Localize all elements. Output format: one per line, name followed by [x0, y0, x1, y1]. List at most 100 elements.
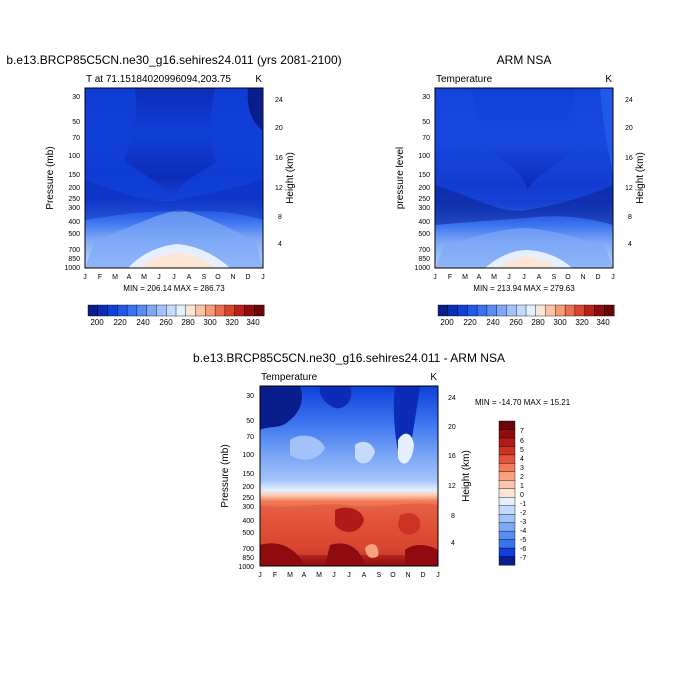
colorbar-box	[476, 304, 488, 317]
colorbar-box	[244, 304, 255, 317]
y-tick: 150	[418, 172, 430, 179]
panel-obs-stats: MIN = 213.94 MAX = 279.63	[473, 284, 575, 293]
colorbar-box	[498, 530, 516, 541]
y2-tick: 20	[625, 125, 633, 132]
x-tick: A	[302, 572, 307, 579]
colorbar-label: 260	[159, 318, 173, 327]
y-tick: 150	[68, 172, 80, 179]
y2-tick: 20	[448, 424, 456, 431]
colorbar-box	[498, 463, 516, 473]
colorbar-box	[87, 304, 99, 317]
y2-tick: 20	[275, 125, 283, 132]
colorbar-label: 2	[520, 474, 524, 481]
y-tick: 850	[68, 256, 80, 263]
colorbar-box	[498, 429, 516, 439]
x-tick: S	[202, 274, 207, 281]
y-tick: 1000	[238, 564, 254, 571]
colorbar-label: 340	[596, 318, 610, 327]
colorbar-label: 200	[90, 318, 104, 327]
colorbar-box	[574, 304, 586, 317]
panel-obs-frame	[434, 87, 614, 269]
panel-obs-left-label: Temperature	[436, 74, 493, 85]
panel-model-plot-area	[85, 88, 263, 268]
x-tick: A	[537, 274, 542, 281]
panel-model-left-label: T at 71.15184020996094,203.75	[86, 74, 231, 85]
y-tick: 250	[418, 196, 430, 203]
x-tick: S	[377, 572, 382, 579]
panel-diff-y-ticks: 30 50 70 100 150 200 250 300 400 500 700…	[238, 393, 254, 571]
y-tick: 1000	[414, 265, 430, 272]
colorbar-box	[498, 488, 516, 498]
x-tick: D	[420, 572, 425, 579]
y-tick: 70	[246, 434, 254, 441]
colorbar-box	[498, 522, 516, 532]
y-tick: 700	[418, 247, 430, 254]
x-tick: F	[448, 274, 452, 281]
y-tick: 500	[242, 530, 254, 537]
x-tick: J	[347, 572, 351, 579]
y2-tick: 24	[448, 395, 456, 402]
x-tick: J	[172, 274, 176, 281]
colorbar-label: 5	[520, 447, 524, 454]
y-tick: 400	[418, 219, 430, 226]
y-tick: 50	[246, 418, 254, 425]
y-tick: 200	[68, 185, 80, 192]
panel-model-right-label: K	[255, 74, 262, 85]
x-tick: J	[436, 572, 440, 579]
panel-obs-right-label: K	[605, 74, 612, 85]
panel-model-ylabel: Pressure (mb)	[45, 146, 56, 209]
panel-diff-frame	[259, 385, 439, 567]
colorbar-box	[604, 304, 615, 317]
panel-obs-y-ticks: 30 50 70 100 150 200 250 300 400 500 700…	[414, 94, 430, 272]
panel-model-y2label: Height (km)	[285, 152, 296, 204]
colorbar-box	[498, 471, 516, 481]
x-tick: A	[187, 274, 192, 281]
colorbar-box	[564, 304, 576, 317]
colorbar-box	[498, 513, 516, 524]
panel-diff-x-ticks: J F M A M J J A S O N D J	[258, 572, 440, 579]
y-tick: 500	[418, 231, 430, 238]
y-tick: 100	[68, 153, 80, 160]
colorbar-box	[516, 304, 527, 317]
y2-tick: 16	[448, 453, 456, 460]
panel-model: b.e13.BRCP85C5CN.ne30_g16.sehires24.011 …	[6, 53, 341, 327]
colorbar-box	[166, 304, 177, 317]
colorbar-label: 300	[553, 318, 567, 327]
colorbar-label: 220	[463, 318, 477, 327]
x-tick: N	[405, 572, 410, 579]
panel-obs-plot-area	[435, 88, 613, 268]
y2-tick: 4	[278, 241, 282, 248]
colorbar-box	[185, 304, 197, 317]
y2-tick: 4	[628, 241, 632, 248]
y-tick: 150	[242, 471, 254, 478]
x-tick: J	[83, 274, 87, 281]
panel-model-x-ticks: J F M A M J J A S O N D J	[83, 274, 265, 281]
panel-model-y2-ticks: 24 20 16 12 8 4	[275, 97, 283, 248]
colorbar-box	[254, 304, 265, 317]
colorbar-box	[555, 304, 566, 317]
y2-tick: 8	[451, 513, 455, 520]
panel-diff-right-label: K	[430, 372, 437, 383]
x-tick: J	[522, 274, 526, 281]
y-tick: 1000	[64, 265, 80, 272]
colorbar-box	[107, 304, 118, 317]
x-tick: A	[362, 572, 367, 579]
y2-tick: 12	[448, 483, 456, 490]
colorbar-box	[486, 304, 498, 317]
x-tick: M	[141, 274, 147, 281]
y2-tick: 12	[625, 185, 633, 192]
colorbar-label: 280	[531, 318, 545, 327]
y-tick: 300	[242, 504, 254, 511]
panel-diff-colorbar-labels: 7 6 5 4 3 2 1 0 -1 -2 -3 -4 -5 -6 -7	[520, 428, 526, 562]
y2-tick: 8	[278, 214, 282, 221]
colorbar-box	[506, 304, 517, 317]
x-tick: A	[127, 274, 132, 281]
colorbar-label: 340	[246, 318, 260, 327]
colorbar-box	[496, 304, 507, 317]
panel-obs-title: ARM NSA	[497, 53, 552, 67]
y-tick: 250	[242, 495, 254, 502]
colorbar-box	[498, 497, 516, 507]
x-tick: M	[112, 274, 118, 281]
y-tick: 850	[418, 256, 430, 263]
x-tick: J	[507, 274, 511, 281]
